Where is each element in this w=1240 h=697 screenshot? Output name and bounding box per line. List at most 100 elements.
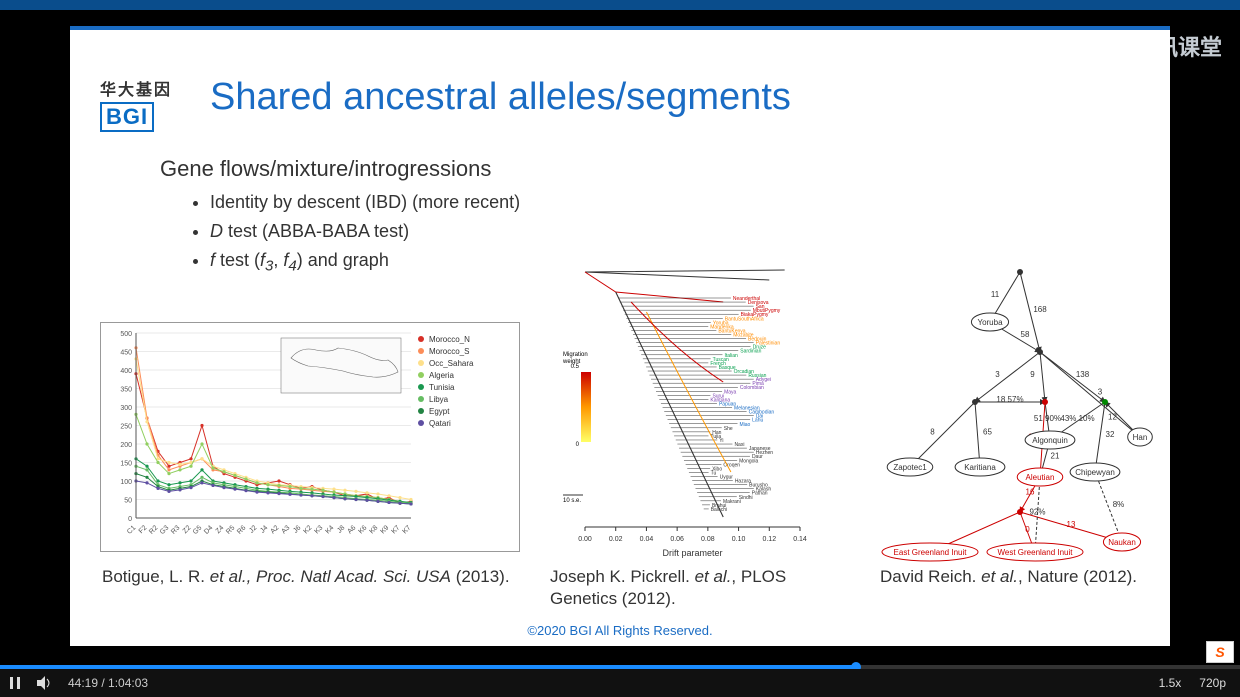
figure-ibd-chart: 050100150200250300350400450500C1F2R2G3R3… — [100, 322, 520, 552]
svg-text:50: 50 — [124, 498, 132, 505]
svg-text:K6: K6 — [357, 524, 368, 535]
svg-text:58: 58 — [1021, 330, 1030, 339]
slide: 华大基因 BGI Shared ancestral alleles/segmen… — [70, 26, 1170, 646]
logo-cn: 华大基因 — [100, 76, 195, 100]
svg-text:Zapotec1: Zapotec1 — [893, 463, 927, 472]
svg-text:East Greenland Inuit: East Greenland Inuit — [894, 548, 968, 557]
svg-text:G5: G5 — [192, 524, 204, 536]
svg-text:J2: J2 — [248, 524, 258, 534]
svg-text:K9: K9 — [379, 524, 390, 535]
svg-text:R5: R5 — [225, 524, 236, 535]
player-controls: 44:19 / 1:04:03 1.5x 720p — [0, 669, 1240, 697]
bullet-list: Identity by descent (IBD) (more recent) … — [190, 188, 520, 278]
caption-2: Joseph K. Pickrell. et al., PLOS Genetic… — [550, 566, 850, 610]
svg-text:R3: R3 — [170, 524, 181, 535]
svg-text:8%: 8% — [1113, 500, 1125, 509]
svg-text:K7: K7 — [390, 524, 401, 535]
slide-title: Shared ancestral alleles/segments — [210, 76, 791, 119]
svg-text:18 57%: 18 57% — [996, 395, 1023, 404]
svg-text:She: She — [724, 426, 733, 432]
svg-text:43% 10%: 43% 10% — [1060, 414, 1094, 423]
svg-text:Han: Han — [1133, 433, 1148, 442]
svg-text:Libya: Libya — [429, 395, 449, 404]
svg-text:Lahu: Lahu — [752, 418, 763, 424]
svg-text:K7: K7 — [401, 524, 412, 535]
svg-text:12: 12 — [1108, 413, 1117, 422]
svg-text:3: 3 — [995, 370, 1000, 379]
svg-text:R6: R6 — [236, 524, 247, 535]
svg-text:Z4: Z4 — [215, 524, 226, 535]
svg-text:3: 3 — [1098, 388, 1103, 397]
svg-text:21: 21 — [1051, 452, 1060, 461]
svg-text:A2: A2 — [269, 524, 280, 535]
svg-text:0.10: 0.10 — [732, 536, 746, 543]
speed-label[interactable]: 1.5x — [1159, 676, 1182, 690]
caption-1: Botigue, L. R. et al., Proc. Natl Acad. … — [102, 566, 522, 588]
svg-text:Drift parameter: Drift parameter — [662, 548, 722, 558]
svg-text:K2: K2 — [302, 524, 313, 535]
video-player: 腾讯课堂 华大基因 BGI Shared ancestral alleles/s… — [0, 0, 1240, 697]
svg-text:0.02: 0.02 — [609, 536, 623, 543]
logo-en: BGI — [100, 102, 154, 132]
svg-text:Tunisia: Tunisia — [429, 383, 455, 392]
svg-text:Colombian: Colombian — [740, 385, 764, 391]
volume-button[interactable] — [30, 669, 60, 697]
svg-text:0.04: 0.04 — [640, 536, 654, 543]
svg-text:Naukan: Naukan — [1108, 538, 1136, 547]
bullet-3: f test (f3, f4) and graph — [210, 246, 520, 279]
svg-text:250: 250 — [120, 424, 132, 431]
svg-text:65: 65 — [983, 428, 992, 437]
svg-text:J4: J4 — [259, 524, 269, 534]
bullet-2: D test (ABBA-BABA test) — [210, 217, 520, 246]
svg-text:200: 200 — [120, 442, 132, 449]
svg-text:450: 450 — [120, 350, 132, 357]
svg-text:Sardinian: Sardinian — [740, 349, 761, 355]
svg-text:A3: A3 — [280, 524, 291, 535]
svg-text:J6: J6 — [292, 524, 302, 534]
svg-text:500: 500 — [120, 331, 132, 338]
caption-3: David Reich. et al., Nature (2012). — [880, 566, 1170, 588]
svg-text:10 s.e.: 10 s.e. — [563, 498, 581, 504]
svg-text:Mongola: Mongola — [739, 458, 758, 464]
svg-text:100: 100 — [120, 479, 132, 486]
svg-text:BantuSouthAfrica: BantuSouthAfrica — [725, 316, 764, 322]
svg-text:Egypt: Egypt — [429, 407, 450, 416]
svg-text:Pathan: Pathan — [752, 491, 768, 497]
svg-text:D4: D4 — [203, 524, 214, 535]
svg-text:92%: 92% — [1029, 508, 1045, 517]
figure-admixture-graph: 111685839138386518 57%51 90%43% 10%16213… — [880, 262, 1160, 562]
slide-footer: ©2020 BGI All Rights Reserved. — [70, 623, 1170, 638]
svg-text:Sindhi: Sindhi — [739, 495, 753, 501]
time-display: 44:19 / 1:04:03 — [68, 676, 148, 690]
ime-indicator[interactable]: S — [1206, 641, 1234, 663]
svg-text:A6: A6 — [346, 524, 357, 535]
svg-text:Migration: Migration — [563, 352, 588, 358]
svg-text:Karitiana: Karitiana — [964, 463, 996, 472]
svg-text:16: 16 — [1026, 488, 1035, 497]
player-topbar — [0, 0, 1240, 10]
svg-text:weight: weight — [562, 359, 581, 365]
svg-text:138: 138 — [1076, 370, 1090, 379]
svg-text:0.00: 0.00 — [578, 536, 592, 543]
svg-text:Naxi: Naxi — [734, 442, 744, 448]
pause-button[interactable] — [0, 669, 30, 697]
svg-text:9: 9 — [1030, 370, 1035, 379]
svg-text:13: 13 — [1067, 520, 1076, 529]
svg-text:0.14: 0.14 — [793, 536, 807, 543]
svg-text:Algonquin: Algonquin — [1032, 436, 1068, 445]
svg-text:Uygur: Uygur — [720, 474, 734, 480]
svg-text:0: 0 — [128, 516, 132, 523]
svg-text:400: 400 — [120, 368, 132, 375]
svg-text:K4: K4 — [324, 524, 335, 535]
svg-text:350: 350 — [120, 387, 132, 394]
svg-text:K8: K8 — [368, 524, 379, 535]
svg-text:32: 32 — [1106, 430, 1115, 439]
svg-text:Chipewyan: Chipewyan — [1075, 468, 1115, 477]
figure-treemix: 0.000.020.040.060.080.100.120.14Drift pa… — [550, 252, 870, 562]
svg-text:G3: G3 — [159, 524, 171, 536]
svg-text:0: 0 — [1025, 525, 1030, 534]
svg-text:Z2: Z2 — [182, 524, 193, 535]
svg-text:150: 150 — [120, 461, 132, 468]
quality-label[interactable]: 720p — [1199, 676, 1226, 690]
svg-text:51 90%: 51 90% — [1034, 414, 1061, 423]
